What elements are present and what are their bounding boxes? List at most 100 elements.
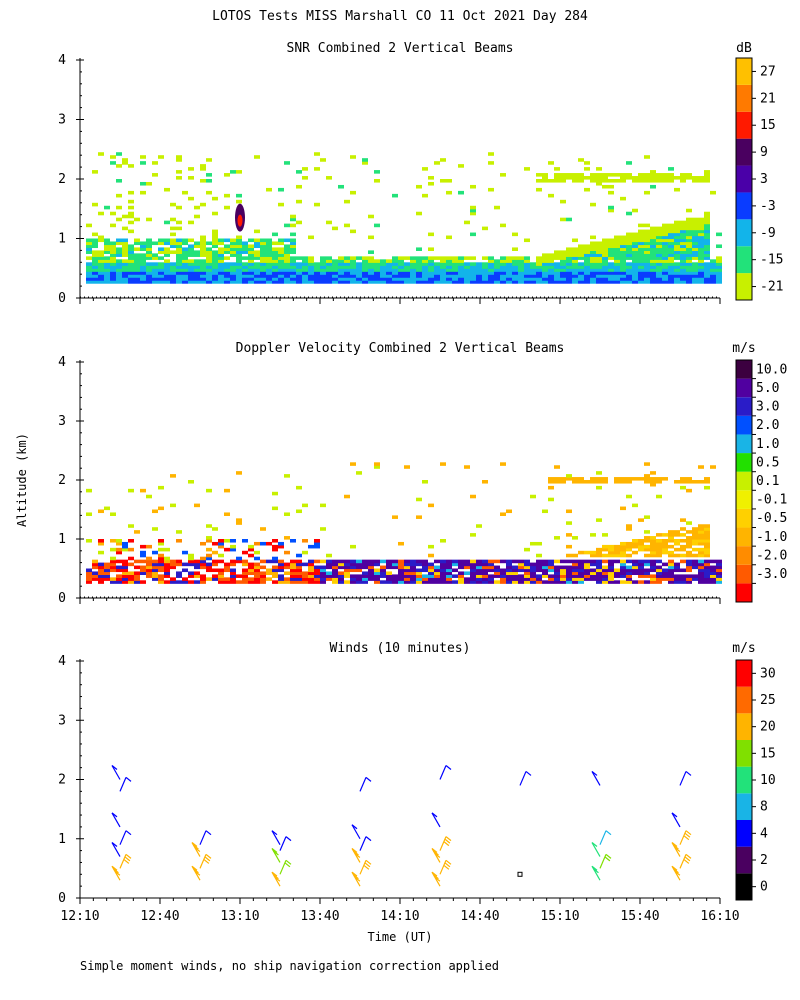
- snr-cell: [716, 274, 722, 278]
- snr-cell: [320, 277, 326, 281]
- snr-cell: [632, 262, 638, 266]
- velocity-cell: [338, 577, 344, 581]
- velocity-cell: [650, 477, 656, 481]
- wind-barb: [591, 865, 601, 881]
- snr-cell: [206, 179, 212, 183]
- velocity-cell: [158, 574, 164, 578]
- snr-cell: [92, 256, 98, 260]
- snr-cell: [110, 247, 116, 251]
- snr-cell: [494, 268, 500, 272]
- velocity-cell: [572, 580, 578, 584]
- velocity-cell: [554, 577, 560, 581]
- snr-cell: [368, 256, 374, 260]
- snr-cell: [242, 244, 248, 249]
- velocity-cell: [524, 574, 530, 578]
- snr-cell: [110, 241, 116, 246]
- wind-barb-feather: [605, 853, 612, 859]
- snr-cell: [188, 176, 194, 180]
- velocity-cell: [422, 565, 428, 570]
- snr-cell: [692, 250, 698, 254]
- velocity-cell: [146, 568, 152, 573]
- velocity-cell: [170, 577, 176, 581]
- snr-cell: [488, 271, 494, 275]
- snr-cell: [380, 265, 386, 269]
- snr-cell: [140, 277, 146, 281]
- velocity-cell: [398, 580, 404, 584]
- velocity-cell: [158, 580, 164, 584]
- snr-cell: [458, 271, 464, 275]
- snr-cell: [284, 238, 290, 243]
- velocity-cell: [122, 547, 128, 552]
- snr-cell: [128, 190, 134, 195]
- snr-cell: [470, 256, 476, 260]
- velocity-cell: [128, 556, 134, 561]
- velocity-cell: [680, 577, 686, 581]
- velocity-cell: [482, 577, 488, 581]
- snr-cell: [428, 176, 434, 180]
- velocity-cell: [452, 562, 458, 567]
- snr-cell: [674, 271, 680, 275]
- velocity-cell: [644, 480, 650, 484]
- velocity-cell: [572, 571, 578, 575]
- snr-cell: [590, 271, 596, 275]
- velocity-cell: [566, 533, 572, 537]
- x-tick-label: 14:40: [460, 909, 499, 924]
- snr-cell: [290, 247, 296, 251]
- snr-cell: [614, 238, 620, 243]
- velocity-cell: [554, 574, 560, 578]
- velocity-cell: [656, 544, 662, 549]
- velocity-cell: [542, 580, 548, 584]
- snr-cell: [512, 277, 518, 281]
- velocity-cell: [152, 559, 158, 564]
- snr-cell: [344, 262, 350, 266]
- snr-cell: [140, 161, 146, 165]
- snr-cell: [362, 256, 368, 260]
- velocity-cell: [206, 488, 212, 493]
- snr-cell: [458, 277, 464, 281]
- velocity-cell: [548, 580, 554, 584]
- snr-cell: [152, 256, 158, 260]
- snr-cell: [524, 271, 530, 275]
- snr-cell: [170, 268, 176, 272]
- snr-cell: [248, 265, 254, 269]
- velocity-cell: [488, 559, 494, 564]
- snr-cell: [104, 259, 110, 263]
- snr-cell: [206, 259, 212, 263]
- velocity-cell: [284, 565, 290, 570]
- snr-cell: [590, 173, 596, 177]
- snr-cell: [584, 256, 590, 260]
- snr-cell: [194, 277, 200, 281]
- snr-cell: [662, 262, 668, 266]
- snr-cell: [596, 179, 602, 183]
- snr-cell: [212, 274, 218, 278]
- snr-cell: [548, 161, 554, 165]
- colorbar-swatch: [736, 58, 752, 85]
- snr-cell: [188, 220, 194, 225]
- snr-cell: [368, 280, 374, 284]
- snr-cell: [122, 214, 128, 219]
- snr-cell: [536, 179, 542, 183]
- snr-cell: [278, 202, 284, 207]
- snr-cell: [104, 250, 110, 254]
- snr-cell: [92, 253, 98, 257]
- snr-cell: [704, 226, 710, 231]
- velocity-cell: [266, 571, 272, 575]
- snr-cell: [206, 268, 212, 272]
- velocity-cell: [632, 559, 638, 564]
- velocity-cell: [290, 574, 296, 578]
- velocity-cell: [272, 568, 278, 573]
- snr-cell: [506, 256, 512, 260]
- snr-cell: [416, 262, 422, 266]
- snr-cell: [302, 271, 308, 275]
- snr-cell: [224, 256, 230, 260]
- velocity-cell: [464, 580, 470, 584]
- wind-barb: [111, 765, 121, 780]
- colorbar-swatch: [736, 713, 752, 740]
- velocity-cell: [596, 571, 602, 575]
- snr-cell: [176, 250, 182, 254]
- snr-cell: [560, 173, 566, 177]
- snr-cell: [212, 265, 218, 269]
- snr-cell: [566, 268, 572, 272]
- snr-cell: [218, 238, 224, 243]
- snr-cell: [266, 253, 272, 257]
